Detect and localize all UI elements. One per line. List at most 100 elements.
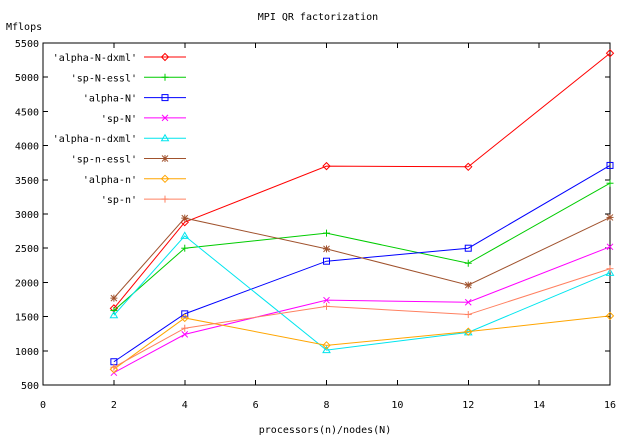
series-2 — [110, 161, 614, 366]
data-point — [110, 294, 118, 302]
x-tick-label: 6 — [253, 400, 259, 411]
y-tick-label: 2000 — [15, 278, 39, 289]
data-point — [323, 302, 330, 310]
data-point — [322, 345, 331, 354]
data-point — [464, 244, 472, 252]
legend-label: 'sp-n' — [101, 195, 137, 206]
x-tick-label: 8 — [323, 400, 329, 411]
x-tick-label: 16 — [604, 400, 616, 411]
series-6 — [109, 311, 615, 374]
data-point — [110, 306, 118, 314]
x-tick-label: 0 — [40, 400, 46, 411]
data-point — [464, 327, 473, 336]
legend-item: 'sp-N' — [101, 114, 186, 125]
data-point — [109, 310, 119, 319]
data-point — [181, 214, 189, 222]
y-tick-label: 4000 — [15, 142, 39, 153]
data-point — [323, 296, 330, 304]
series-line — [113, 315, 611, 370]
series-7 — [110, 265, 614, 371]
data-point — [181, 324, 189, 332]
legend-item: 'sp-n-essl' — [71, 155, 186, 166]
y-tick-label: 500 — [21, 381, 39, 392]
data-point — [323, 257, 330, 265]
data-point — [464, 311, 472, 319]
legend-label: 'alpha-N' — [83, 94, 137, 105]
legend-item: 'alpha-N-dxml' — [53, 52, 186, 64]
y-tick-label: 4500 — [15, 107, 39, 118]
legend-item: 'alpha-n-dxml' — [53, 133, 186, 145]
legend-marker — [161, 94, 169, 102]
x-tick-label: 14 — [533, 400, 545, 411]
legend-marker — [161, 195, 169, 203]
data-point — [606, 179, 614, 187]
legend-label: 'alpha-N-dxml' — [53, 53, 137, 64]
x-tick-label: 4 — [182, 400, 188, 411]
data-point — [322, 161, 331, 171]
data-point — [606, 243, 614, 251]
y-tick-label: 1500 — [15, 313, 39, 324]
series-0 — [109, 49, 615, 313]
legend-marker — [160, 52, 170, 62]
y-axis-label: Mflops — [6, 22, 42, 33]
y-tick-label: 5000 — [15, 73, 39, 84]
data-point — [322, 341, 331, 350]
data-point — [323, 229, 330, 237]
data-point — [464, 298, 472, 306]
legend-marker — [161, 73, 169, 81]
y-tick-label: 1000 — [15, 347, 39, 358]
series-line — [113, 246, 611, 374]
legend-item: 'sp-N-essl' — [71, 73, 186, 84]
series-5 — [110, 213, 614, 302]
x-tick-label: 10 — [391, 400, 403, 411]
x-tick-label: 12 — [462, 400, 474, 411]
x-tick-label: 2 — [111, 400, 117, 411]
legend-label: 'sp-n-essl' — [71, 155, 137, 166]
series-line — [113, 216, 611, 299]
series-1 — [110, 179, 614, 314]
y-tick-label: 3500 — [15, 176, 39, 187]
series-line — [113, 182, 611, 311]
data-point — [181, 310, 189, 318]
series-line — [113, 52, 611, 309]
data-point — [464, 281, 472, 289]
data-point — [180, 231, 190, 239]
series-4 — [109, 231, 615, 354]
legend-item: 'alpha-n' — [83, 174, 186, 186]
series-line — [113, 235, 611, 351]
chart-title: MPI QR factorization — [258, 12, 378, 23]
data-point — [109, 365, 119, 374]
legend-marker — [160, 174, 170, 184]
data-point — [323, 245, 330, 253]
data-point — [464, 162, 473, 172]
data-point — [110, 363, 118, 371]
data-point — [464, 259, 472, 267]
series-line — [113, 165, 611, 363]
legend-marker — [161, 155, 169, 162]
legend-item: 'alpha-N' — [83, 94, 186, 105]
legend-item: 'sp-n' — [101, 195, 186, 206]
data-point — [180, 313, 189, 323]
y-tick-label: 5500 — [15, 39, 39, 50]
legend-label: 'sp-N' — [101, 114, 137, 125]
data-point — [606, 213, 614, 221]
data-point — [605, 49, 615, 58]
legend-marker — [160, 133, 170, 142]
legend: 'alpha-N-dxml' 'sp-N-essl' 'alpha-N' 'sp-N'… — [53, 52, 186, 206]
series-layer — [109, 49, 615, 377]
legend-label: 'sp-N-essl' — [71, 73, 137, 84]
data-point — [605, 268, 615, 276]
y-tick-label: 3000 — [15, 210, 39, 221]
legend-marker — [161, 114, 169, 122]
data-point — [606, 161, 614, 169]
data-point — [181, 244, 189, 252]
data-point — [606, 265, 614, 273]
data-point — [605, 311, 615, 321]
y-tick-label: 2500 — [15, 244, 39, 255]
x-axis-label: processors(n)/nodes(N) — [259, 425, 391, 436]
data-point — [181, 331, 189, 338]
series-3 — [110, 243, 614, 377]
legend-label: 'alpha-n' — [83, 175, 137, 186]
legend-label: 'alpha-n-dxml' — [53, 134, 137, 145]
